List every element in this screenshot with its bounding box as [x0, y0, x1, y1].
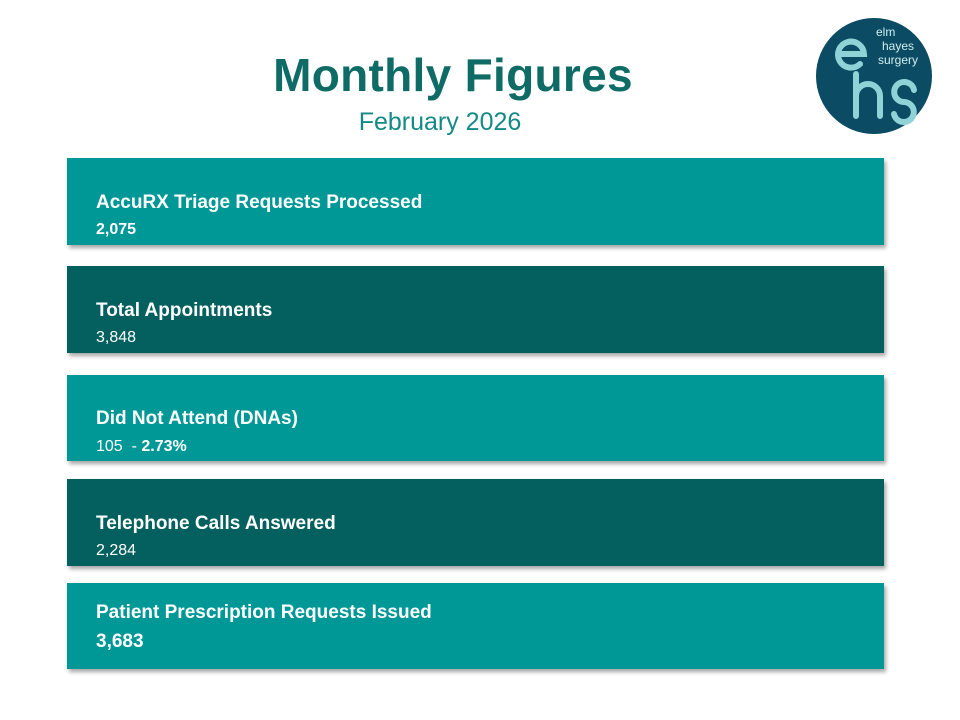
- logo-line-2: hayes: [882, 39, 914, 53]
- stat-value: 105 -: [96, 438, 142, 455]
- logo-line-1: elm: [876, 25, 895, 39]
- stat-card-dna: Did Not Attend (DNAs) 105 - 2.73%: [67, 375, 884, 461]
- stat-value-row: 105 - 2.73%: [96, 438, 187, 456]
- surgery-logo: elm hayes surgery: [816, 18, 932, 134]
- stat-value: 3,848: [96, 329, 137, 346]
- logo-line-3: surgery: [878, 53, 918, 67]
- page-title: Monthly Figures: [273, 49, 633, 101]
- stat-card-triage: AccuRX Triage Requests Processed 2,075: [67, 158, 884, 245]
- stat-value: 2,075: [96, 221, 137, 238]
- stat-label: Patient Prescription Requests Issued: [96, 602, 432, 623]
- page-subtitle: February 2026: [358, 108, 522, 136]
- stat-label: Total Appointments: [96, 300, 273, 321]
- stat-percentage: 2.73%: [141, 438, 187, 455]
- stat-card-appointments: Total Appointments 3,848: [67, 266, 884, 353]
- stat-value: 3,683: [96, 631, 144, 652]
- stat-card-prescriptions: Patient Prescription Requests Issued 3,6…: [67, 583, 884, 669]
- stat-label: AccuRX Triage Requests Processed: [96, 192, 423, 213]
- stat-label: Did Not Attend (DNAs): [96, 408, 298, 429]
- stat-value: 2,284: [96, 542, 137, 559]
- stat-label: Telephone Calls Answered: [96, 513, 336, 534]
- stat-card-calls: Telephone Calls Answered 2,284: [67, 479, 884, 566]
